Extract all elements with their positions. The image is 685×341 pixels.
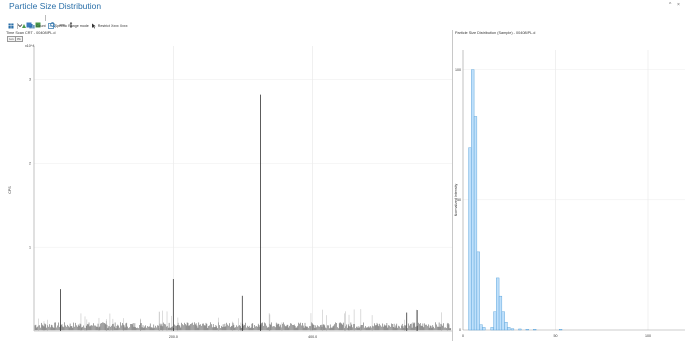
psd-bar bbox=[490, 327, 494, 331]
psd-panel-header: Particle Size Distribution (Sample) - 00… bbox=[455, 31, 536, 35]
toolbar-separator bbox=[45, 14, 46, 21]
psd-bar bbox=[471, 69, 475, 331]
spectrum-x-tick-label: 400.0 bbox=[308, 335, 317, 339]
height-icon[interactable] bbox=[68, 15, 74, 28]
table-icon[interactable] bbox=[8, 23, 14, 29]
toolbar-secondary: Count Specific Range mode Restrict Xxxx … bbox=[8, 22, 128, 30]
spectrum-y-tick-label: 3 bbox=[29, 78, 31, 82]
fit-icon[interactable] bbox=[59, 15, 65, 25]
psd-bar bbox=[479, 324, 483, 331]
specific-range-label: Specific Range mode bbox=[54, 24, 89, 28]
title-bar: Particle Size Distribution ^ × bbox=[0, 0, 685, 13]
toolbar-separator bbox=[17, 23, 18, 29]
psd-bar bbox=[504, 321, 508, 331]
psd-y-tick-label: 50 bbox=[457, 198, 461, 202]
psd-bar bbox=[518, 328, 522, 331]
copy-icon[interactable] bbox=[26, 15, 32, 27]
psd-histogram[interactable]: 0 50 100 0 50 100 Normalized Intensity bbox=[453, 30, 685, 341]
psd-y-tick-label: 100 bbox=[455, 68, 461, 72]
chevron-up-icon[interactable] bbox=[8, 15, 14, 26]
restrict-label: Restrict Xxxx Xxxx bbox=[97, 24, 128, 28]
specific-range-button[interactable]: Specific Range mode bbox=[47, 23, 89, 29]
psd-bar bbox=[525, 329, 529, 331]
save-icon[interactable] bbox=[35, 15, 41, 27]
count-label: Count bbox=[36, 24, 46, 28]
range-icon bbox=[47, 23, 54, 29]
psd-y-tick-label: 0 bbox=[459, 328, 461, 332]
psd-bar bbox=[496, 277, 500, 331]
window-title: Particle Size Distribution bbox=[9, 1, 102, 11]
psd-bar bbox=[501, 311, 505, 331]
psd-bar bbox=[510, 328, 515, 331]
psd-bar bbox=[507, 327, 511, 331]
psd-bar bbox=[482, 327, 486, 331]
close-button[interactable]: × bbox=[677, 2, 680, 8]
spectrum-y-tick-label: 1 bbox=[29, 245, 31, 249]
cursor-icon bbox=[91, 23, 97, 29]
export-icon[interactable] bbox=[21, 23, 27, 29]
psd-y-axis-label: Normalized Intensity bbox=[454, 184, 458, 217]
psd-x-tick-label: 100 bbox=[645, 334, 651, 338]
count-button[interactable]: Count bbox=[29, 23, 46, 29]
peak-button[interactable]: Pk bbox=[15, 36, 23, 42]
spectrum-y-tick-label: 2 bbox=[29, 162, 31, 166]
psd-panel: Particle Size Distribution (Sample) - 00… bbox=[453, 30, 685, 341]
chart-icon bbox=[29, 23, 35, 29]
restrict-button[interactable]: Restrict Xxxx Xxxx bbox=[91, 23, 128, 29]
psd-bar bbox=[493, 311, 497, 331]
spectrum-x-tick-label: 200.0 bbox=[169, 335, 178, 339]
spectrum-chart[interactable]: x10^4 200.0 400.0 1 2 3 CPS bbox=[0, 30, 452, 341]
y-exponent-label: x10^4 bbox=[25, 44, 34, 48]
spectrum-noise-baseline bbox=[34, 322, 452, 331]
psd-bar bbox=[498, 295, 503, 331]
psd-bar bbox=[468, 147, 472, 331]
spectrum-panel: Time Scan CRT - 00408IPL.d Ion Pk x10^4 … bbox=[0, 30, 452, 341]
psd-bar bbox=[476, 251, 480, 331]
collapse-button[interactable]: ^ bbox=[669, 2, 672, 8]
psd-bar bbox=[558, 329, 563, 331]
chevron-down-icon[interactable] bbox=[17, 15, 23, 27]
toolbar-primary bbox=[8, 13, 74, 28]
panel-splitter[interactable] bbox=[452, 30, 453, 341]
psd-bar bbox=[473, 116, 478, 331]
psd-x-tick-label: 0 bbox=[462, 334, 464, 338]
spectrum-panel-header: Time Scan CRT - 00408IPL.d bbox=[6, 31, 56, 35]
psd-x-tick-label: 50 bbox=[554, 334, 558, 338]
psd-bar bbox=[533, 329, 537, 331]
spectrum-y-axis-label: CPS bbox=[8, 186, 12, 194]
zoom-icon[interactable] bbox=[50, 15, 56, 28]
